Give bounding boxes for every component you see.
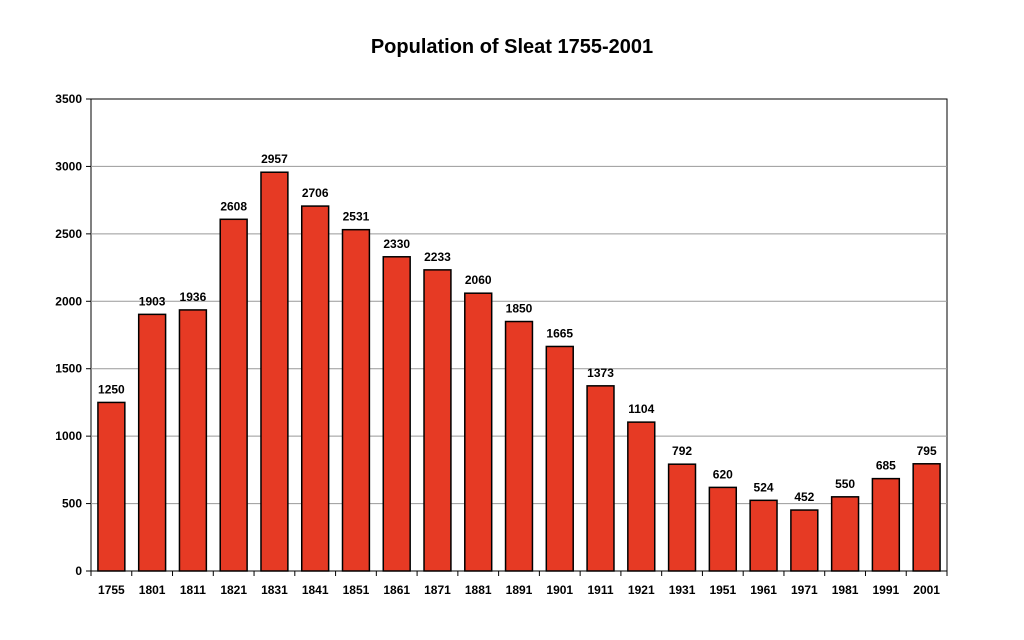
data-label: 2531 [343,210,370,224]
bar [749,499,778,572]
data-label: 524 [754,480,774,494]
bar [219,218,248,572]
y-tick-label: 1000 [55,429,82,443]
data-labels: 1250 1903 1936 2608 2957 2706 2531 2330 2233 2060… [98,152,937,504]
data-label: 792 [672,444,692,458]
bar [260,171,289,572]
data-label: 1850 [506,302,533,316]
data-label: 1373 [587,366,614,380]
x-tick-label: 1951 [709,583,736,597]
data-label: 2608 [220,199,247,213]
x-tick-label: 1981 [832,583,859,597]
x-tick-label: 1991 [873,583,900,597]
data-label: 1104 [628,402,654,416]
bar [830,496,860,572]
bar [708,486,738,572]
bar [464,292,493,572]
x-tick-label: 1851 [343,583,370,597]
y-tick-label: 2000 [55,294,82,308]
y-tick-label: 3000 [55,159,82,173]
y-tick-label: 2500 [55,227,82,241]
x-tick-label: 1911 [588,583,614,597]
x-tick-label: 1931 [669,583,696,597]
x-tick-label: 1871 [424,583,451,597]
data-label: 1903 [139,294,166,308]
x-tick-label: 1891 [506,583,533,597]
data-label: 2706 [302,186,329,200]
bar [178,309,208,572]
bar [912,463,941,572]
x-tick-label: 1901 [546,583,573,597]
bar [341,228,371,572]
data-label: 2957 [261,152,288,166]
data-label: 620 [713,467,733,481]
y-tick-label: 3500 [55,92,82,106]
y-tick-label: 1500 [55,362,82,376]
bars [97,171,941,572]
x-tick-label: 1971 [791,583,818,597]
bar [627,421,656,572]
x-tick-label: 2001 [913,583,940,597]
bar [137,313,167,572]
bar [545,345,574,572]
bar [97,401,126,572]
data-label: 452 [794,490,814,504]
x-tick-label: 1881 [465,583,492,597]
bar [790,509,819,572]
x-tick-label: 1831 [261,583,288,597]
data-label: 550 [835,477,855,491]
y-axis: 0 500 1000 1500 2000 2500 3000 3500 [55,92,91,578]
chart-title: Population of Sleat 1755-2001 [370,36,654,58]
bar [504,320,534,572]
data-label: 2233 [424,250,451,264]
x-tick-label: 1841 [302,583,329,597]
data-label: 795 [917,444,937,458]
y-tick-label: 500 [62,497,82,511]
y-tick-label: 0 [75,564,82,578]
bar [871,477,901,572]
x-tick-label: 1921 [628,583,655,597]
bar [667,463,697,572]
data-label: 2330 [383,237,410,251]
bar [300,205,330,572]
bar [586,385,615,572]
x-tick-label: 1861 [383,583,410,597]
x-tick-label: 1811 [180,583,206,597]
data-label: 1936 [180,290,207,304]
x-axis: 1755 1801 1811 1821 1831 1841 1851 1861 1871 1881… [90,571,948,597]
data-label: 1250 [98,382,125,396]
data-label: 1665 [546,326,573,340]
bar [423,269,452,572]
x-tick-label: 1801 [139,583,166,597]
x-tick-label: 1821 [220,583,247,597]
data-label: 685 [876,459,896,473]
x-tick-label: 1755 [98,583,125,597]
x-tick-label: 1961 [750,583,777,597]
data-label: 2060 [465,273,492,287]
bar [382,256,411,572]
